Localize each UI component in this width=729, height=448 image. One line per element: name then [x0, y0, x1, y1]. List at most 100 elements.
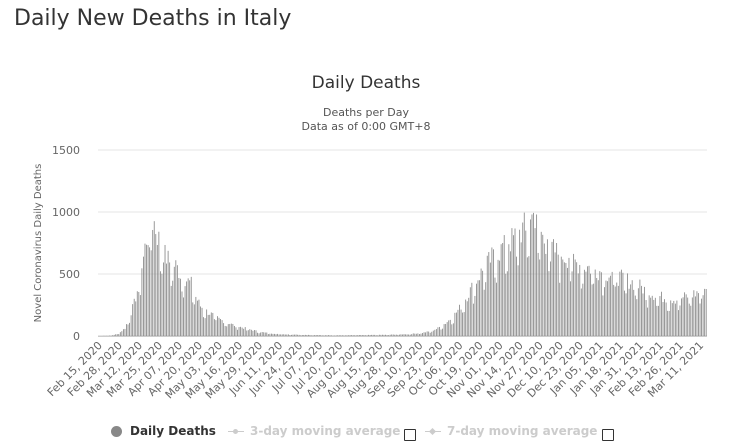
bar[interactable] — [650, 297, 652, 336]
bar[interactable] — [483, 289, 485, 336]
bar[interactable] — [158, 231, 160, 336]
bar[interactable] — [209, 314, 211, 336]
bar[interactable] — [551, 241, 553, 336]
bar[interactable] — [400, 334, 402, 336]
bar[interactable] — [602, 295, 604, 336]
bar[interactable] — [505, 273, 507, 336]
bar[interactable] — [525, 230, 527, 336]
bar[interactable] — [355, 335, 357, 336]
bar[interactable] — [608, 277, 610, 336]
bar[interactable] — [178, 277, 180, 336]
bar[interactable] — [560, 256, 562, 336]
bar[interactable] — [311, 335, 312, 336]
bar[interactable] — [415, 333, 417, 336]
bar[interactable] — [369, 335, 371, 336]
bar[interactable] — [180, 278, 181, 336]
bar[interactable] — [476, 283, 477, 336]
bar[interactable] — [409, 334, 411, 336]
bar[interactable] — [687, 297, 689, 336]
bar[interactable] — [326, 335, 328, 336]
bar[interactable] — [587, 266, 588, 336]
bar[interactable] — [625, 293, 627, 336]
bar[interactable] — [337, 335, 339, 336]
bar[interactable] — [500, 244, 502, 336]
bar[interactable] — [317, 335, 319, 336]
bar[interactable] — [614, 286, 616, 336]
bar[interactable] — [545, 253, 547, 336]
bar[interactable] — [312, 335, 314, 336]
bar[interactable] — [690, 305, 692, 336]
bar[interactable] — [320, 335, 322, 336]
bar[interactable] — [573, 253, 575, 336]
bar[interactable] — [439, 326, 440, 336]
bar[interactable] — [426, 331, 428, 336]
bar[interactable] — [654, 297, 656, 336]
bar[interactable] — [509, 251, 511, 336]
bar[interactable] — [133, 298, 135, 336]
bar[interactable] — [119, 332, 121, 336]
bar[interactable] — [588, 265, 590, 336]
bar[interactable] — [593, 283, 595, 336]
bar[interactable] — [377, 335, 379, 336]
bar[interactable] — [567, 267, 568, 336]
bar[interactable] — [440, 329, 442, 336]
bar[interactable] — [443, 324, 445, 336]
bar[interactable] — [448, 320, 450, 336]
bar[interactable] — [452, 323, 454, 336]
bar[interactable] — [227, 324, 229, 336]
bar[interactable] — [419, 334, 420, 336]
bar[interactable] — [691, 297, 693, 336]
bar[interactable] — [173, 266, 175, 336]
bar[interactable] — [306, 335, 308, 336]
bar[interactable] — [502, 243, 504, 336]
bar[interactable] — [210, 312, 212, 336]
bar[interactable] — [263, 332, 265, 336]
bar[interactable] — [381, 334, 383, 336]
bar[interactable] — [255, 330, 257, 336]
bar[interactable] — [232, 323, 234, 336]
bar[interactable] — [132, 304, 134, 336]
bar[interactable] — [577, 273, 579, 336]
bar[interactable] — [639, 279, 641, 336]
bar[interactable] — [508, 244, 510, 336]
bar[interactable] — [301, 335, 303, 336]
bar[interactable] — [183, 297, 184, 336]
bar[interactable] — [258, 333, 260, 336]
bar[interactable] — [641, 285, 642, 336]
bar[interactable] — [627, 273, 628, 336]
bar[interactable] — [519, 229, 521, 336]
bar[interactable] — [352, 335, 354, 336]
bar[interactable] — [491, 247, 493, 336]
bar[interactable] — [233, 325, 235, 336]
bar[interactable] — [580, 288, 582, 336]
bar[interactable] — [516, 256, 517, 336]
bar[interactable] — [620, 269, 622, 336]
bar[interactable] — [167, 250, 169, 336]
bar[interactable] — [594, 269, 596, 336]
bar[interactable] — [195, 296, 197, 336]
bar[interactable] — [335, 335, 337, 336]
bar[interactable] — [474, 295, 476, 336]
bar[interactable] — [459, 304, 460, 336]
bar[interactable] — [380, 334, 382, 336]
bar[interactable] — [611, 271, 613, 336]
bar[interactable] — [307, 334, 309, 336]
bar[interactable] — [645, 300, 647, 336]
bar[interactable] — [135, 301, 137, 336]
bar[interactable] — [698, 293, 699, 336]
bar[interactable] — [141, 268, 143, 336]
bar[interactable] — [152, 229, 154, 336]
bar[interactable] — [688, 303, 690, 336]
bar[interactable] — [559, 282, 561, 336]
bar[interactable] — [229, 323, 231, 336]
bar[interactable] — [617, 285, 619, 336]
legend-item-daily-deaths[interactable]: Daily Deaths — [111, 424, 216, 438]
bar[interactable] — [212, 312, 214, 336]
bar[interactable] — [446, 322, 448, 336]
bar[interactable] — [610, 275, 612, 336]
bar[interactable] — [139, 295, 141, 336]
bar[interactable] — [536, 214, 538, 336]
bar[interactable] — [215, 320, 217, 336]
bar[interactable] — [164, 244, 166, 336]
bar[interactable] — [360, 335, 362, 336]
